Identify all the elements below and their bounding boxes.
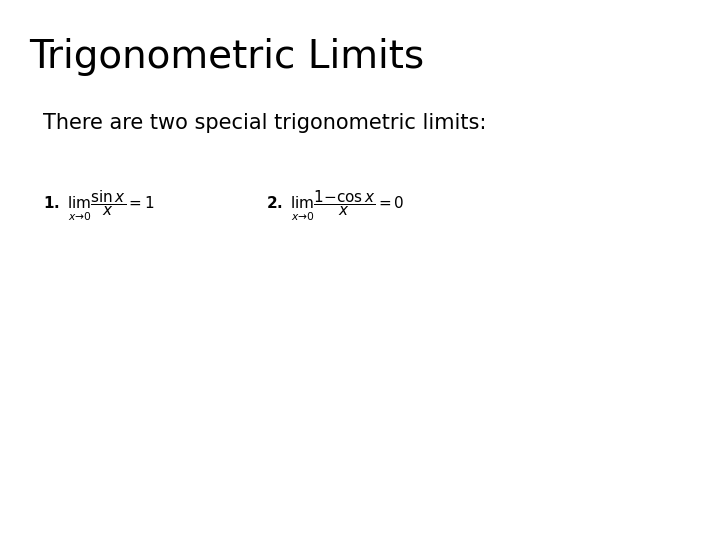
Text: $\mathbf{2.}\ \lim_{x \to 0} \dfrac{1 - \cos x}{x} = 0$: $\mathbf{2.}\ \lim_{x \to 0} \dfrac{1 - … [266, 189, 405, 223]
Text: Trigonometric Limits: Trigonometric Limits [29, 38, 424, 76]
Text: $\mathbf{1.}\ \lim_{x \to 0} \dfrac{\sin x}{x} = 1$: $\mathbf{1.}\ \lim_{x \to 0} \dfrac{\sin… [43, 189, 155, 223]
Text: There are two special trigonometric limits:: There are two special trigonometric limi… [43, 113, 487, 133]
